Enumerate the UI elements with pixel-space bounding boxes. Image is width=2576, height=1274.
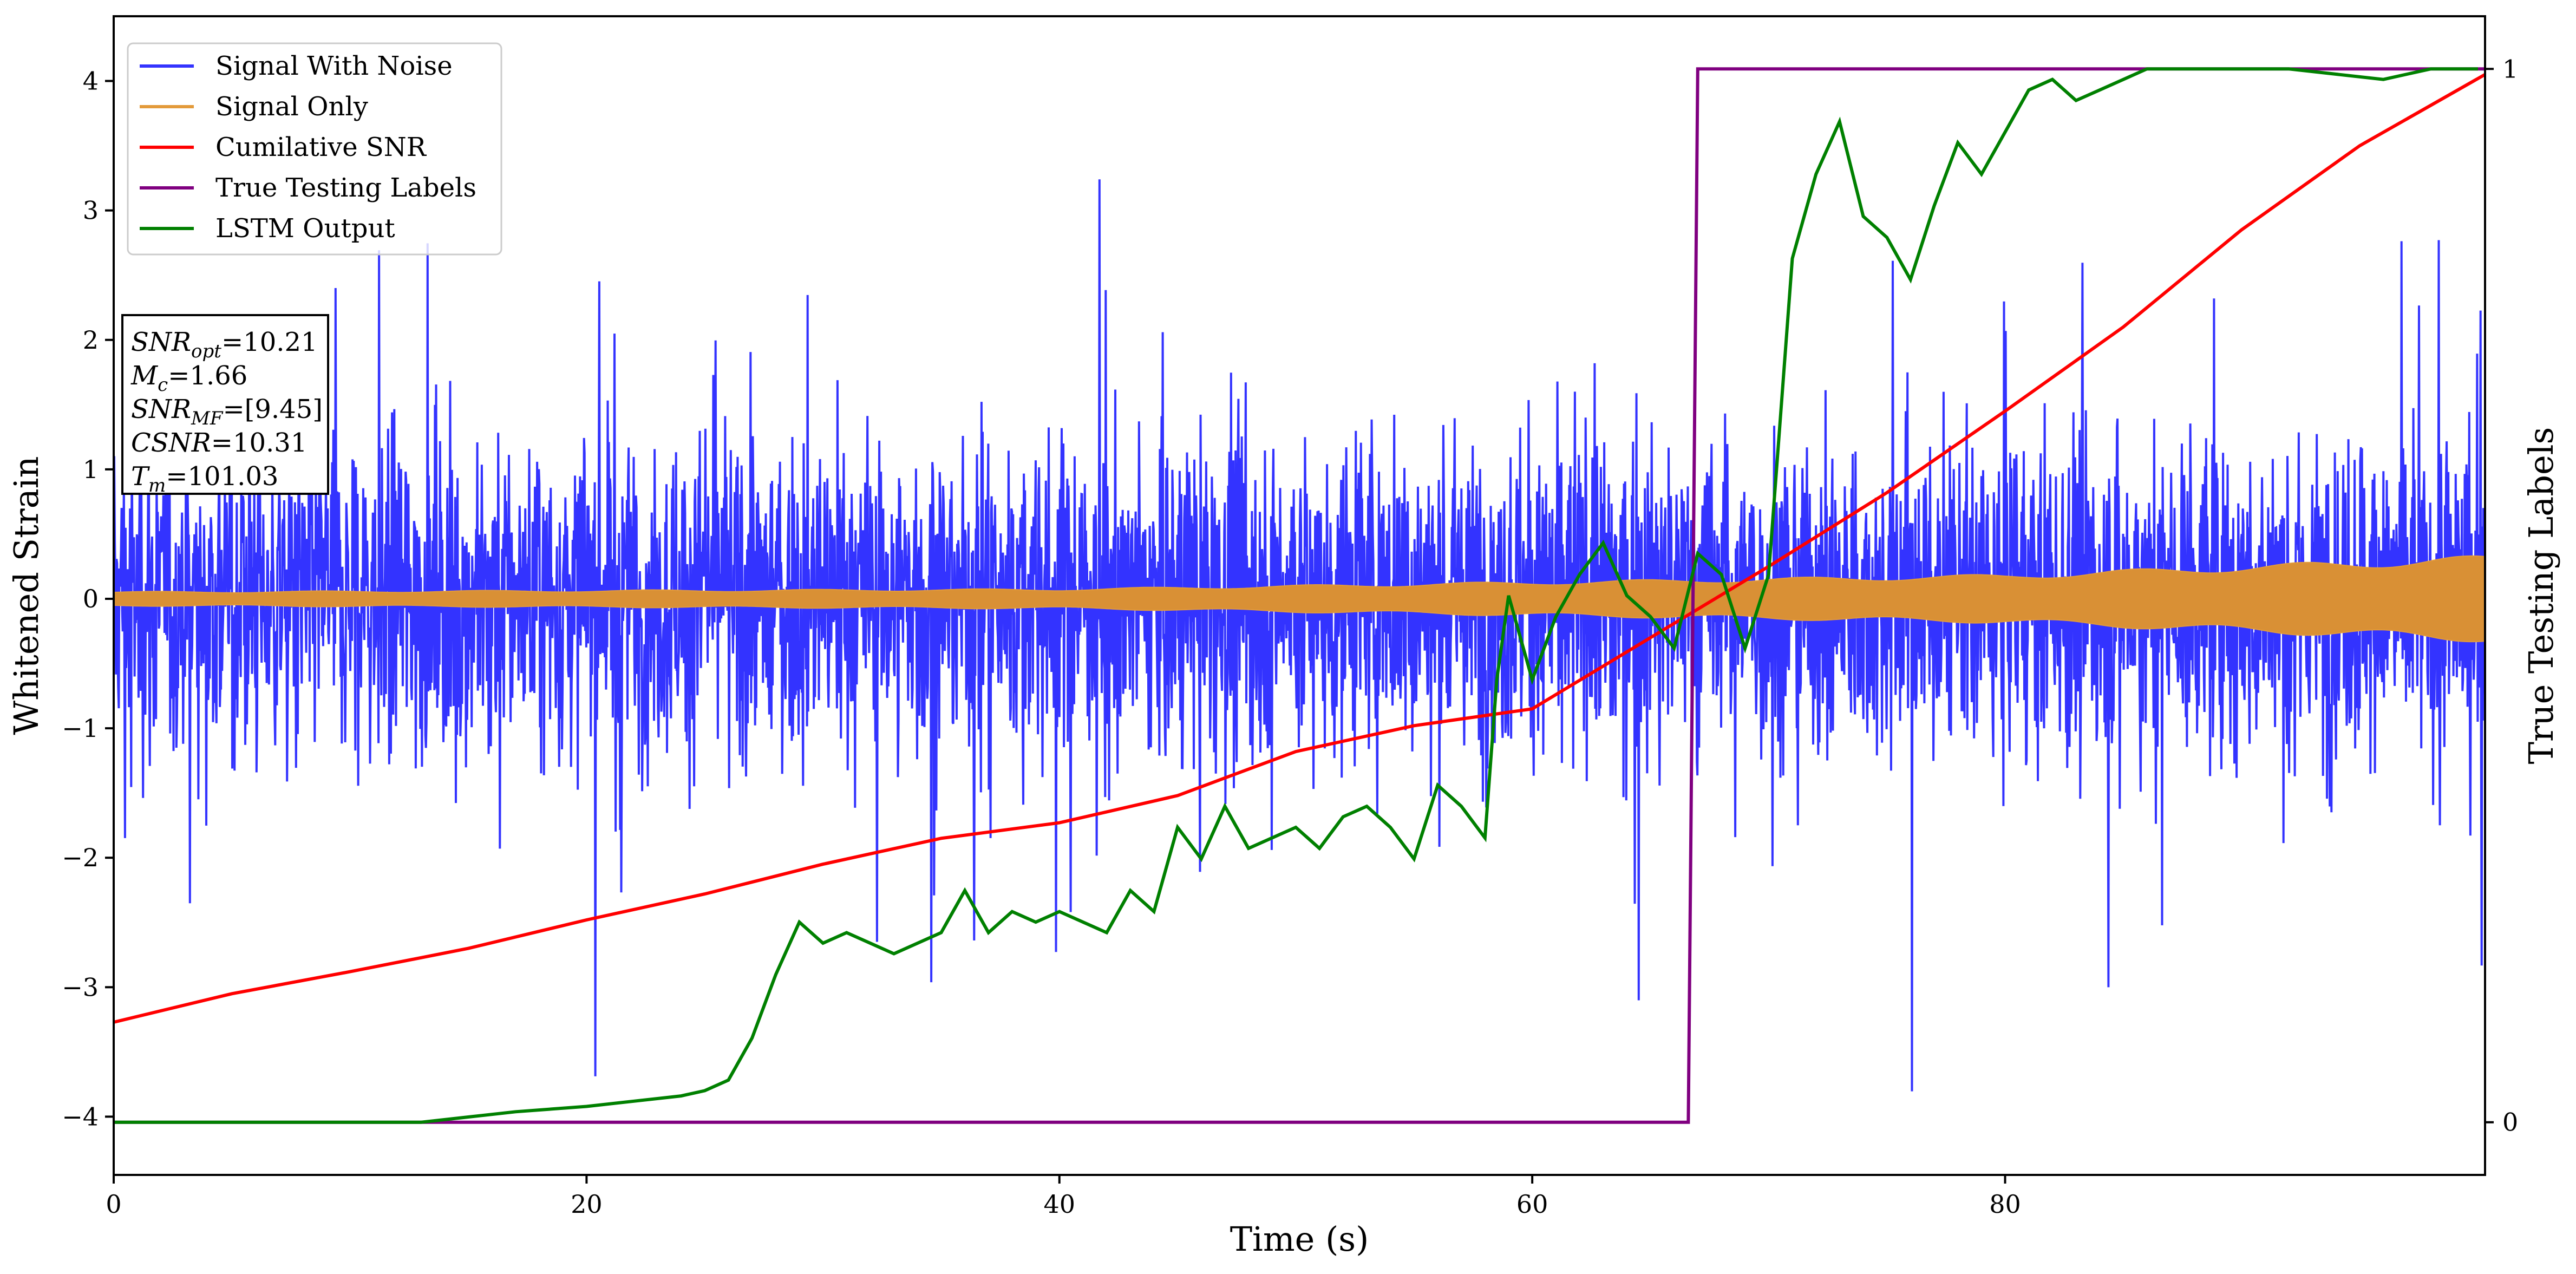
legend: Signal With Noise Signal Only Cumilative S… [127, 42, 502, 256]
legend-box [127, 42, 502, 256]
y-axis-ticks: −4 −3 −2 −1 0 1 2 3 4 [62, 67, 114, 1131]
plot-frame [113, 15, 2486, 1176]
series-line-true-testing-labels [114, 67, 2485, 1124]
x-tick-label: 40 [1043, 1190, 1075, 1219]
x-tick-label: 20 [571, 1190, 603, 1219]
series-layer [114, 67, 2485, 1124]
y2-tick-label: 0 [2502, 1108, 2518, 1137]
annotation-line: Tm=101.03 [131, 461, 278, 496]
x-axis-ticks: 0 20 40 60 80 [106, 1175, 2021, 1219]
y-tick-label: 4 [83, 67, 99, 96]
legend-label: Signal Only [215, 92, 368, 122]
y-tick-label: −1 [62, 714, 99, 743]
x-tick-label: 60 [1516, 1190, 1548, 1219]
series-line-lstm-output [114, 67, 2478, 1124]
y-tick-label: −3 [62, 972, 99, 1002]
series-area-signal-only [114, 555, 2485, 643]
y2-axis-ticks: 01 [2485, 54, 2518, 1137]
x-tick-label: 80 [1989, 1190, 2021, 1219]
annotation-line: CSNR=10.31 [131, 428, 307, 458]
y-axis-title: Whitened Strain [6, 456, 46, 735]
y-tick-label: 0 [83, 584, 99, 613]
annotation-line: SNRMF=[9.45] [131, 394, 323, 429]
annotation-box [121, 314, 329, 495]
x-axis-title: Time (s) [1230, 1219, 1369, 1259]
annotation-line: Mc=1.66 [130, 361, 247, 396]
series-line-cumulative-snr [114, 73, 2485, 1024]
stats-annotation: SNRopt=10.21Mc=1.66SNRMF=[9.45]CSNR=10.3… [121, 314, 329, 496]
legend-label: Cumilative SNR [215, 132, 427, 162]
y-tick-label: 3 [83, 196, 99, 225]
y-tick-label: −4 [62, 1102, 99, 1131]
y-tick-label: −2 [62, 843, 99, 872]
y2-tick-label: 1 [2502, 54, 2518, 83]
y2-axis-title: True Testing Labels [2521, 427, 2561, 765]
legend-label: LSTM Output [215, 213, 395, 244]
y-tick-label: 2 [83, 325, 99, 355]
annotation-line: SNRopt=10.21 [131, 327, 318, 362]
y-tick-label: 1 [83, 455, 99, 484]
x-tick-label: 0 [106, 1190, 121, 1219]
legend-label: True Testing Labels [215, 173, 476, 203]
legend-label: Signal With Noise [215, 51, 453, 81]
